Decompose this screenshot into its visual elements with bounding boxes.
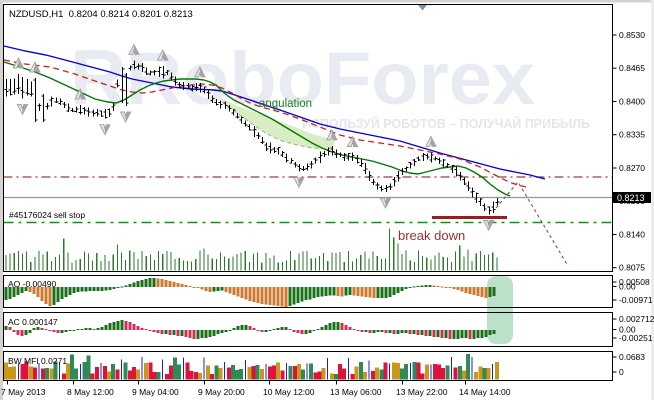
svg-text:NZDUSD,H1 0.8204 0.8214 0.820: NZDUSD,H1 0.8204 0.8214 0.8201 0.8213 [9,9,193,20]
svg-text:0.0683: 0.0683 [619,352,645,362]
svg-text:0: 0 [619,367,624,377]
svg-text:10 May 12:00: 10 May 12:00 [263,387,315,397]
svg-text:break down: break down [398,228,465,243]
svg-text:0.8335: 0.8335 [619,130,645,140]
svg-text:angulation: angulation [259,98,312,110]
svg-text:8 May 12:00: 8 May 12:00 [67,387,114,397]
svg-text:0.8075: 0.8075 [619,263,645,273]
svg-text:14 May 14:00: 14 May 14:00 [459,387,511,397]
svg-text:0.8465: 0.8465 [619,63,645,73]
svg-text:13 May 22:00: 13 May 22:00 [396,387,448,397]
svg-text:0.8140: 0.8140 [619,230,645,240]
svg-text:0.002712: 0.002712 [619,314,654,324]
svg-text:BW MFI 0.0271: BW MFI 0.0271 [8,356,67,366]
svg-text:0.00508: 0.00508 [619,277,650,287]
svg-text:AO -0.00490: AO -0.00490 [8,279,56,289]
svg-text:R: R [70,33,126,121]
svg-text:AC 0.000147: AC 0.000147 [8,317,58,327]
svg-text:#45176024 sell stop: #45176024 sell stop [9,210,85,220]
svg-text:0.8400: 0.8400 [619,97,645,107]
svg-text:9 May 04:00: 9 May 04:00 [132,387,179,397]
svg-text:0.8213: 0.8213 [617,193,645,203]
svg-text:0.8530: 0.8530 [619,30,645,40]
svg-text:9 May 20:00: 9 May 20:00 [198,387,245,397]
svg-text:-0.00971: -0.00971 [619,295,653,305]
svg-text:ИСПОЛЬЗУЙ РОБОТОВ – ПОЛУЧАЙ ПР: ИСПОЛЬЗУЙ РОБОТОВ – ПОЛУЧАЙ ПРИБЫЛЬ [302,116,590,131]
svg-text:0.8270: 0.8270 [619,163,645,173]
svg-text:13 May 06:00: 13 May 06:00 [330,387,382,397]
svg-text:0.00: 0.00 [619,325,636,335]
svg-text:-0.00251: -0.00251 [619,333,653,343]
svg-text:0.00: 0.00 [619,282,636,292]
svg-text:7 May 2013: 7 May 2013 [1,387,46,397]
